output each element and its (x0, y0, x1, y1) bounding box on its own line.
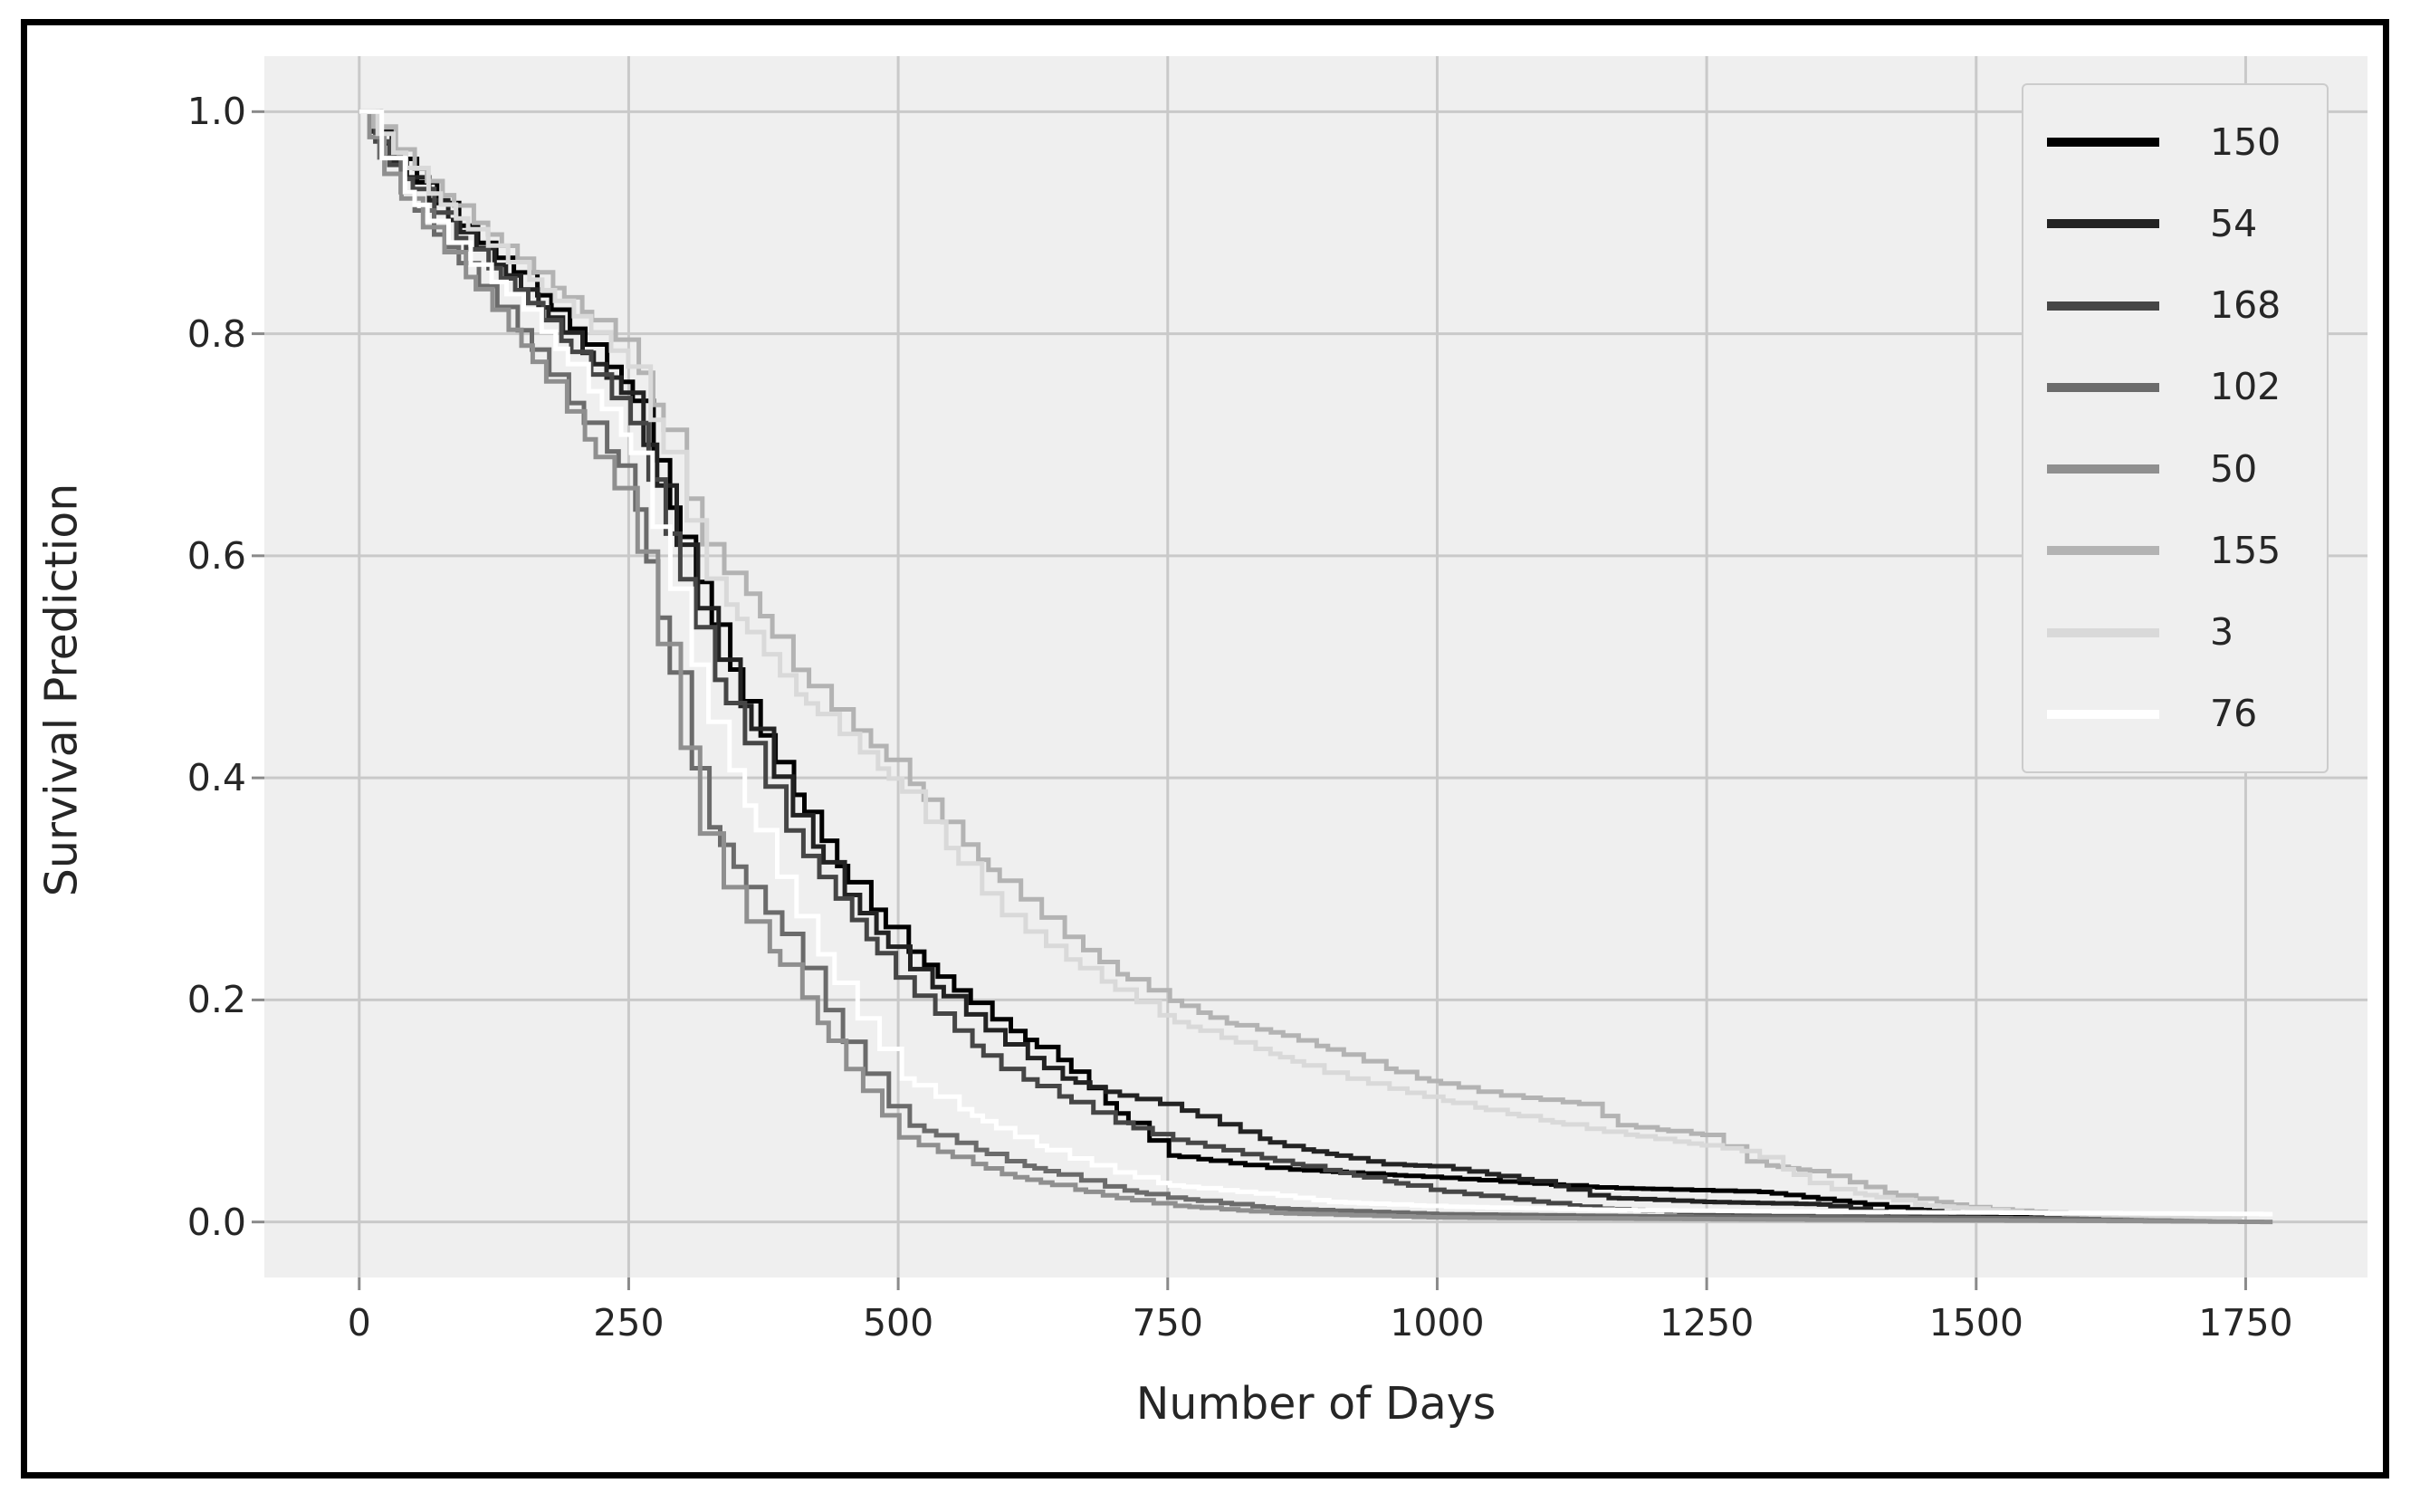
x-axis-title: Number of Days (1135, 1378, 1497, 1430)
survival-curve-150 (359, 109, 2080, 1221)
legend: 150 54 168 102 50 155 3 76 (2022, 83, 2329, 773)
y-tick-label: 0.2 (187, 978, 246, 1022)
legend-line-swatch (2047, 464, 2159, 474)
survival-curve-3 (359, 109, 2244, 1220)
x-tick-label: 1750 (2198, 1301, 2293, 1345)
legend-entry: 102 (2047, 368, 2327, 406)
legend-entry: 150 (2047, 120, 2327, 164)
x-tick-label: 750 (1132, 1301, 1203, 1345)
y-tick-label: 0.0 (187, 1200, 246, 1244)
x-tick-label: 500 (862, 1301, 934, 1345)
y-axis-title: Survival Prediction (35, 483, 88, 896)
y-tick-label: 0.4 (187, 756, 246, 800)
y-tick-label: 0.8 (187, 311, 246, 356)
survival-curve-155 (359, 109, 2244, 1220)
legend-line-swatch (2047, 546, 2159, 556)
x-tick-label: 1250 (1659, 1301, 1755, 1345)
legend-entry: 76 (2047, 695, 2327, 732)
legend-line-swatch (2047, 301, 2159, 311)
legend-entry: 50 (2047, 446, 2327, 491)
y-tick-label: 1.0 (187, 90, 246, 134)
x-tick-label: 250 (593, 1301, 665, 1345)
legend-line-swatch (2047, 219, 2159, 229)
legend-entry: 155 (2047, 528, 2327, 572)
legend-entry: 54 (2047, 201, 2327, 245)
legend-line-swatch (2047, 627, 2159, 637)
survival-curve-54 (359, 109, 2001, 1221)
survival-curve-50 (359, 109, 2273, 1225)
legend-label: 3 (2210, 610, 2234, 655)
legend-label: 102 (2210, 365, 2281, 409)
survival-curve-76 (359, 109, 2273, 1217)
legend-label: 54 (2210, 201, 2258, 245)
legend-entry: 168 (2047, 287, 2327, 324)
legend-label: 50 (2210, 446, 2258, 491)
legend-label: 76 (2210, 692, 2258, 736)
legend-label: 168 (2210, 283, 2281, 328)
legend-line-swatch (2047, 138, 2159, 148)
legend-line-swatch (2047, 382, 2159, 392)
survival-curve-102 (359, 109, 2195, 1222)
legend-line-swatch (2047, 709, 2159, 719)
legend-label: 155 (2210, 528, 2281, 572)
legend-label: 150 (2210, 120, 2281, 164)
plot-background (264, 56, 2367, 1278)
y-tick-label: 0.6 (187, 533, 246, 578)
legend-entry: 3 (2047, 614, 2327, 651)
x-tick-label: 1000 (1390, 1301, 1485, 1345)
x-tick-label: 1500 (1928, 1301, 2023, 1345)
x-tick-label: 0 (347, 1301, 371, 1345)
